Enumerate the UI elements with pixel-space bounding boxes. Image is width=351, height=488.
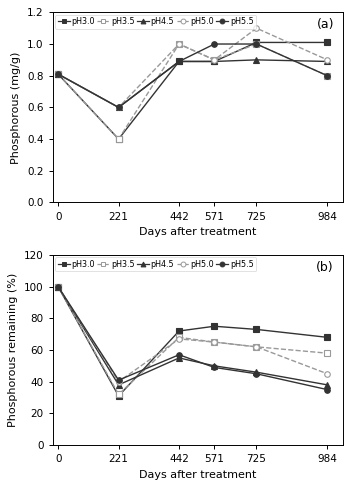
Line: pH4.5: pH4.5 [55, 57, 330, 110]
pH5.5 [325, 386, 330, 392]
pH4.5 [254, 369, 259, 375]
pH5.0 [56, 71, 60, 77]
pH3.0 [177, 328, 181, 334]
pH4.5 [117, 104, 121, 110]
pH3.5 [177, 41, 181, 47]
pH5.0 [117, 104, 121, 110]
Text: (a): (a) [317, 18, 334, 31]
pH3.5 [212, 57, 217, 63]
pH3.5 [177, 334, 181, 340]
pH4.5 [177, 59, 181, 64]
pH5.5 [254, 371, 259, 377]
pH3.5 [325, 73, 330, 79]
Y-axis label: Phosphorous remaining (%): Phosphorous remaining (%) [8, 273, 18, 427]
pH3.5 [325, 350, 330, 356]
Line: pH3.0: pH3.0 [55, 40, 330, 142]
pH5.5 [177, 59, 181, 64]
X-axis label: Days after treatment: Days after treatment [139, 469, 256, 480]
pH3.0 [56, 284, 60, 289]
pH3.5 [56, 284, 60, 289]
pH3.0 [177, 59, 181, 64]
pH3.5 [254, 344, 259, 350]
Legend: pH3.0, pH3.5, pH4.5, pH5.0, pH5.5: pH3.0, pH3.5, pH4.5, pH5.0, pH5.5 [55, 257, 256, 271]
pH3.0 [212, 324, 217, 329]
pH3.0 [117, 393, 121, 399]
pH3.5 [117, 391, 121, 397]
pH5.0 [325, 57, 330, 63]
pH5.0 [254, 344, 259, 350]
pH5.0 [212, 339, 217, 345]
Y-axis label: Phosphorous (mg/g): Phosphorous (mg/g) [12, 51, 21, 163]
Line: pH3.5: pH3.5 [55, 41, 330, 142]
pH3.5 [56, 71, 60, 77]
pH3.0 [325, 334, 330, 340]
pH5.0 [56, 284, 60, 289]
Line: pH3.0: pH3.0 [55, 284, 330, 399]
pH5.5 [117, 377, 121, 383]
X-axis label: Days after treatment: Days after treatment [139, 227, 256, 237]
Line: pH3.5: pH3.5 [55, 284, 330, 397]
pH3.5 [117, 136, 121, 142]
pH5.5 [254, 41, 259, 47]
pH3.0 [117, 136, 121, 142]
pH3.0 [254, 40, 259, 45]
pH5.5 [212, 365, 217, 370]
Text: (b): (b) [316, 261, 334, 274]
pH5.5 [212, 41, 217, 47]
pH4.5 [117, 382, 121, 388]
pH5.5 [56, 71, 60, 77]
pH5.5 [56, 284, 60, 289]
Line: pH4.5: pH4.5 [55, 284, 330, 387]
pH4.5 [212, 363, 217, 369]
pH5.5 [325, 73, 330, 79]
pH3.0 [212, 59, 217, 64]
pH4.5 [56, 71, 60, 77]
Line: pH5.0: pH5.0 [55, 25, 330, 110]
pH5.0 [177, 41, 181, 47]
pH5.0 [254, 25, 259, 31]
Legend: pH3.0, pH3.5, pH4.5, pH5.0, pH5.5: pH3.0, pH3.5, pH4.5, pH5.0, pH5.5 [55, 15, 256, 29]
Line: pH5.5: pH5.5 [55, 41, 330, 110]
pH3.0 [325, 40, 330, 45]
pH4.5 [325, 59, 330, 64]
pH4.5 [325, 382, 330, 388]
pH5.0 [177, 336, 181, 342]
pH3.5 [254, 41, 259, 47]
Line: pH5.5: pH5.5 [55, 284, 330, 392]
pH4.5 [177, 355, 181, 361]
pH5.0 [117, 379, 121, 385]
pH5.5 [117, 104, 121, 110]
pH5.0 [212, 57, 217, 63]
pH4.5 [56, 284, 60, 289]
pH3.5 [212, 339, 217, 345]
pH3.0 [56, 71, 60, 77]
pH5.5 [177, 352, 181, 358]
pH4.5 [254, 57, 259, 63]
pH5.0 [325, 371, 330, 377]
Line: pH5.0: pH5.0 [55, 284, 330, 385]
pH4.5 [212, 59, 217, 64]
pH3.0 [254, 326, 259, 332]
